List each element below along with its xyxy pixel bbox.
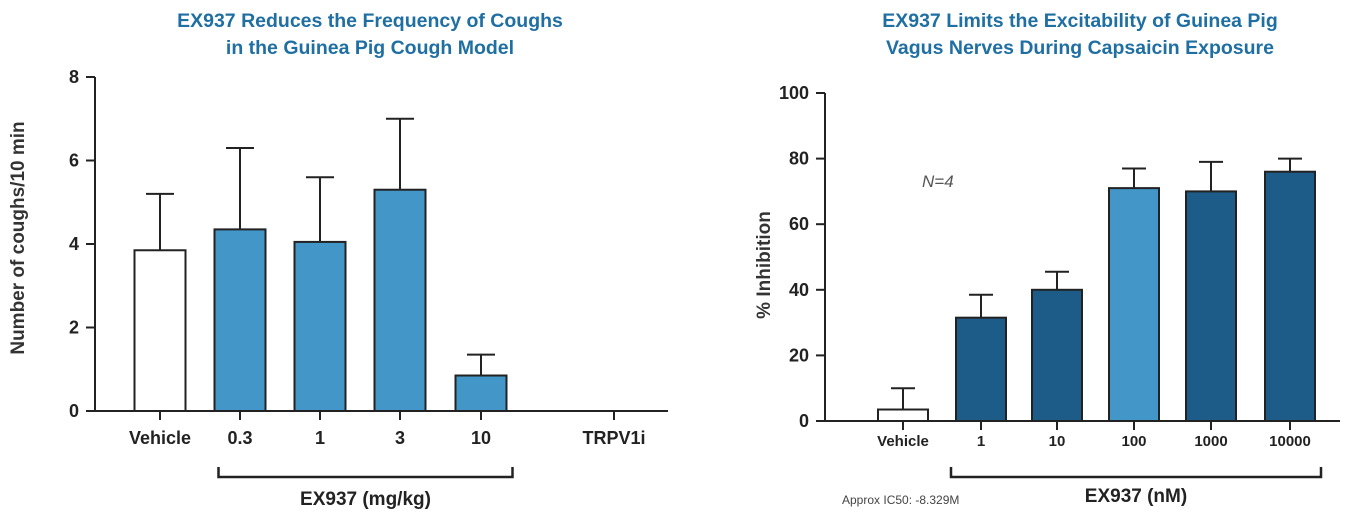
right-bar [1031, 288, 1083, 422]
right-category-label: 10 [1049, 433, 1066, 450]
left-y-axis-label: Number of coughs/10 min [8, 121, 29, 354]
left-y-tick-label: 0 [69, 401, 79, 421]
right-bar-chart: % Inhibition N=4 Approx IC50: -8.329M 0 2… [754, 83, 1340, 507]
left-group-bracket [217, 467, 514, 479]
left-bar [373, 188, 427, 412]
left-y-tick-label: 6 [69, 151, 79, 171]
left-y-tick-label: 8 [69, 67, 79, 87]
right-bar [1185, 190, 1237, 422]
left-category-label: Vehicle [129, 428, 191, 448]
right-bar [1108, 187, 1160, 422]
right-bar [1264, 170, 1316, 422]
right-labels: 0 20 40 60 80 100 Vehicle 1 10 100 1000 10000 EX937 … [779, 83, 1311, 507]
right-y-axis-label: % Inhibition [754, 211, 775, 319]
right-group-bracket [949, 467, 1323, 479]
left-bar [454, 374, 508, 413]
left-category-label: 10 [471, 428, 491, 448]
right-y-tick-label: 20 [789, 345, 809, 365]
right-y-tick-label: 0 [799, 411, 809, 431]
right-y-tick-label: 40 [789, 280, 809, 300]
right-y-tick-label: 100 [779, 83, 809, 103]
left-category-label: 0.3 [227, 428, 252, 448]
left-y-tick-label: 2 [69, 318, 79, 338]
right-bar [955, 316, 1007, 422]
left-title-line-1: EX937 Reduces the Frequency of Coughs [177, 10, 563, 32]
right-y-tick-label: 60 [789, 214, 809, 234]
left-labels: 0 2 4 6 8 Vehicle 0.3 1 3 10 TRPV1i EX937 (mg/kg) [69, 67, 646, 510]
right-category-label: Vehicle [877, 433, 929, 450]
left-y-tick-label: 4 [69, 234, 79, 254]
left-category-label: TRPV1i [582, 428, 645, 448]
left-category-label: 1 [315, 428, 325, 448]
left-category-label: 3 [395, 428, 405, 448]
left-bar [213, 228, 267, 412]
right-footnote: Approx IC50: -8.329M [842, 493, 959, 507]
left-bar-chart: Number of coughs/10 min 0 2 4 6 8 Vehicle 0.3 1… [8, 67, 668, 510]
right-title-line-1: EX937 Limits the Excitability of Guinea … [882, 10, 1278, 32]
right-group-label: EX937 (nM) [1085, 486, 1187, 507]
right-chart-title: EX937 Limits the Excitability of Guinea … [800, 8, 1360, 62]
right-y-tick-label: 80 [789, 149, 809, 169]
right-category-label: 10000 [1269, 433, 1311, 450]
right-category-label: 100 [1121, 433, 1146, 450]
left-bars [133, 117, 508, 413]
left-chart-title: EX937 Reduces the Frequency of Coughs in… [60, 8, 680, 62]
left-bar [133, 249, 187, 412]
right-title-line-2: Vagus Nerves During Capsaicin Exposure [886, 37, 1274, 59]
right-annotation: N=4 [922, 172, 954, 191]
right-category-label: 1 [977, 433, 985, 450]
left-title-line-2: in the Guinea Pig Cough Model [225, 37, 515, 59]
left-bar [293, 240, 347, 412]
right-bar [877, 408, 929, 422]
left-group-label: EX937 (mg/kg) [300, 489, 431, 510]
right-bars [877, 157, 1316, 422]
right-category-label: 1000 [1194, 433, 1227, 450]
